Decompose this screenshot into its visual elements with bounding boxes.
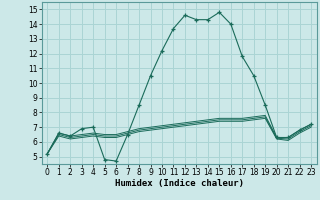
X-axis label: Humidex (Indice chaleur): Humidex (Indice chaleur) xyxy=(115,179,244,188)
